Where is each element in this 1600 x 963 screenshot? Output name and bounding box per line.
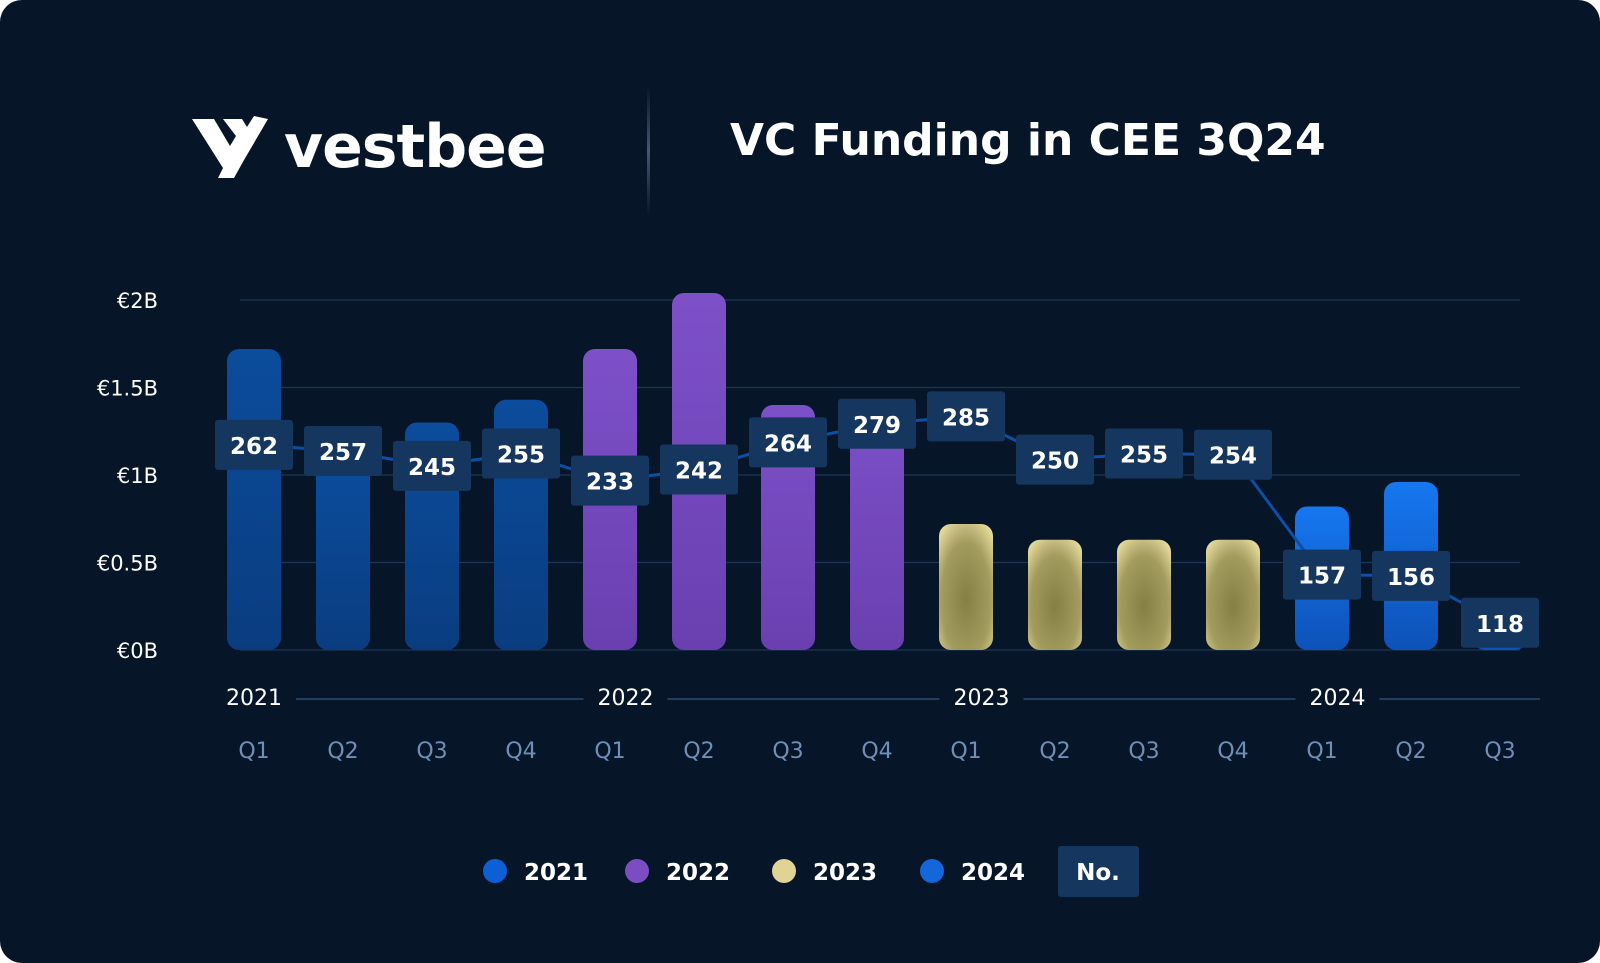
deal-count-label-box — [1194, 429, 1272, 480]
x-tick-label: Q3 — [1484, 739, 1515, 764]
legend-label-2021: 2021 — [524, 860, 588, 886]
year-label-2023: 2023 — [954, 686, 1010, 711]
vestbee-logo-icon — [192, 116, 268, 178]
deal-count-label: 285 — [942, 405, 990, 431]
deal-count-label-box — [1283, 549, 1361, 600]
deal-count-label: 233 — [586, 470, 634, 496]
y-tick-label: €1B — [117, 464, 158, 488]
deal-count-label-box — [393, 440, 471, 491]
year-label-2022: 2022 — [598, 686, 654, 711]
deal-count-label-box — [571, 455, 649, 506]
x-tick-label: Q3 — [416, 739, 447, 764]
deal-count-label: 257 — [319, 440, 367, 466]
deal-count-label: 157 — [1298, 564, 1346, 590]
deal-count-label: 262 — [230, 434, 278, 460]
deal-count-label: 156 — [1387, 565, 1435, 591]
deal-count-label-box — [482, 428, 560, 479]
deal-count-label: 250 — [1031, 449, 1079, 475]
deal-count-label-box — [1105, 428, 1183, 479]
legend-swatch-2022 — [625, 859, 649, 883]
x-tick-label: Q3 — [1128, 739, 1159, 764]
deal-count-label-box — [749, 417, 827, 468]
x-tick-label: Q1 — [950, 739, 981, 764]
deal-count-label-box — [927, 391, 1005, 442]
x-tick-label: Q4 — [505, 739, 536, 764]
deal-count-label: 245 — [408, 455, 456, 481]
logo-text: vestbee — [284, 112, 547, 182]
x-tick-label: Q2 — [683, 739, 714, 764]
deal-count-label-box — [1372, 550, 1450, 601]
x-tick-label: Q2 — [1039, 739, 1070, 764]
deal-count-label: 264 — [764, 431, 812, 457]
deal-count-label-box — [215, 419, 293, 470]
y-tick-label: €0.5B — [97, 552, 158, 576]
bar-2021-q2 — [316, 464, 370, 650]
legend-label-no: No. — [1076, 860, 1120, 886]
deal-count-label-box — [1461, 597, 1539, 648]
bar-2022-q4 — [850, 399, 904, 650]
x-tick-label: Q2 — [327, 739, 358, 764]
legend-label-2022: 2022 — [666, 860, 730, 886]
deal-count-label: 255 — [1120, 442, 1168, 468]
legend-swatch-2023 — [772, 859, 796, 883]
x-tick-label: Q3 — [772, 739, 803, 764]
legend-label-2023: 2023 — [813, 860, 877, 886]
x-tick-label: Q1 — [238, 739, 269, 764]
deal-count-label: 254 — [1209, 444, 1257, 470]
y-tick-label: €0B — [117, 639, 158, 663]
deal-count-label-box — [838, 398, 916, 449]
x-tick-label: Q4 — [861, 739, 892, 764]
legend-no-box — [1058, 846, 1139, 897]
bar-2023-q4 — [1206, 539, 1260, 650]
deal-count-label: 255 — [497, 442, 545, 468]
x-tick-label: Q4 — [1217, 739, 1248, 764]
legend-swatch-2021 — [483, 859, 507, 883]
year-label-2024: 2024 — [1310, 686, 1366, 711]
deal-count-label-box — [660, 444, 738, 495]
legend-label-2024: 2024 — [961, 860, 1025, 886]
header-divider — [647, 86, 650, 216]
bar-2023-q3 — [1117, 539, 1171, 650]
deal-count-label: 118 — [1476, 612, 1524, 638]
chart-title: VC Funding in CEE 3Q24 — [730, 115, 1326, 166]
y-tick-label: €2B — [117, 289, 158, 313]
legend-swatch-2024 — [920, 859, 944, 883]
x-tick-label: Q1 — [594, 739, 625, 764]
y-tick-label: €1.5B — [97, 377, 158, 401]
deal-count-label: 242 — [675, 459, 723, 485]
bar-2023-q1 — [939, 524, 993, 650]
deal-count-label: 279 — [853, 413, 901, 439]
x-tick-label: Q1 — [1306, 739, 1337, 764]
bar-2021-q1 — [227, 349, 281, 650]
deal-count-label-box — [304, 426, 382, 477]
x-tick-label: Q2 — [1395, 739, 1426, 764]
bar-2023-q2 — [1028, 539, 1082, 650]
year-label-2021: 2021 — [226, 686, 282, 711]
deal-count-label-box — [1016, 434, 1094, 485]
vestbee-logo: vestbee — [192, 112, 547, 182]
